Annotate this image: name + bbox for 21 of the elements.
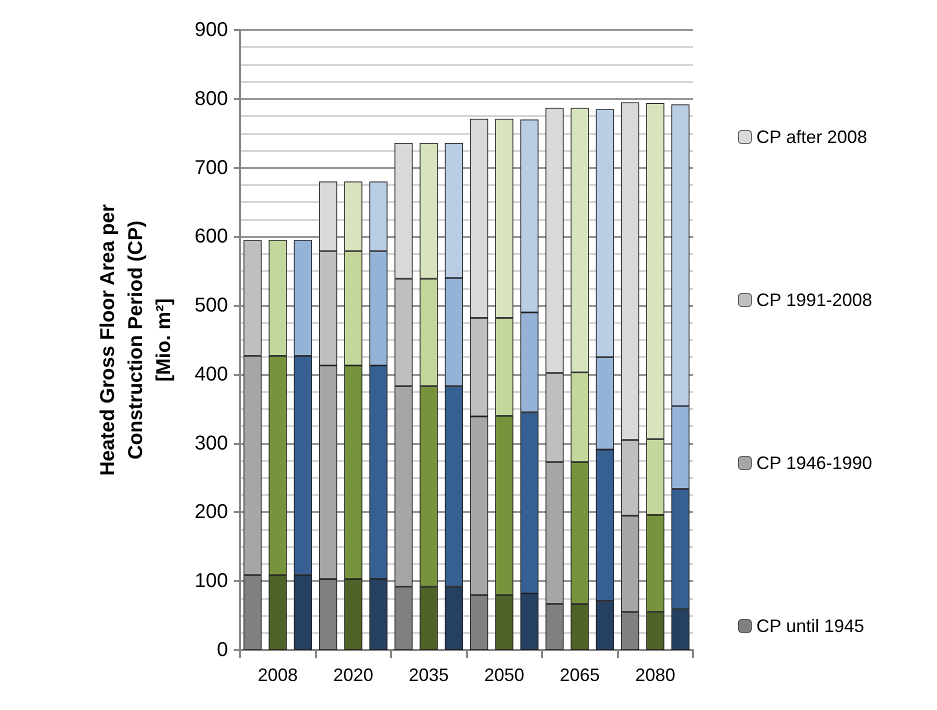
y-axis-title: Heated Gross Floor Area per Construction Period (CP) [Mio. m²] — [97, 204, 175, 476]
legend-label: CP 1946-1990 — [756, 453, 872, 473]
y-tick-label: 0 — [216, 639, 228, 661]
x-tick-label: 2020 — [333, 665, 374, 685]
x-tick-label: 2080 — [635, 665, 676, 685]
legend-label: CP 1991-2008 — [756, 290, 872, 310]
y-tick-label: 700 — [194, 156, 228, 179]
legend-label: CP until 1945 — [756, 616, 864, 636]
legend-label: CP after 2008 — [756, 127, 868, 147]
x-tick-label: 2008 — [258, 665, 298, 685]
y-tick-label: 500 — [194, 294, 228, 317]
y-tick-label: 200 — [194, 501, 228, 524]
x-tick-label: 2035 — [408, 665, 449, 685]
x-tick-label: 2065 — [560, 665, 600, 685]
y-tick-label: 300 — [194, 432, 228, 454]
y-tick-label: 100 — [194, 570, 228, 592]
x-tick-label: 2050 — [484, 665, 524, 685]
y-tick-label: 400 — [194, 363, 228, 386]
y-tick-label: 800 — [194, 88, 228, 110]
y-tick-label: 900 — [194, 19, 228, 41]
y-tick-label: 600 — [194, 226, 228, 248]
